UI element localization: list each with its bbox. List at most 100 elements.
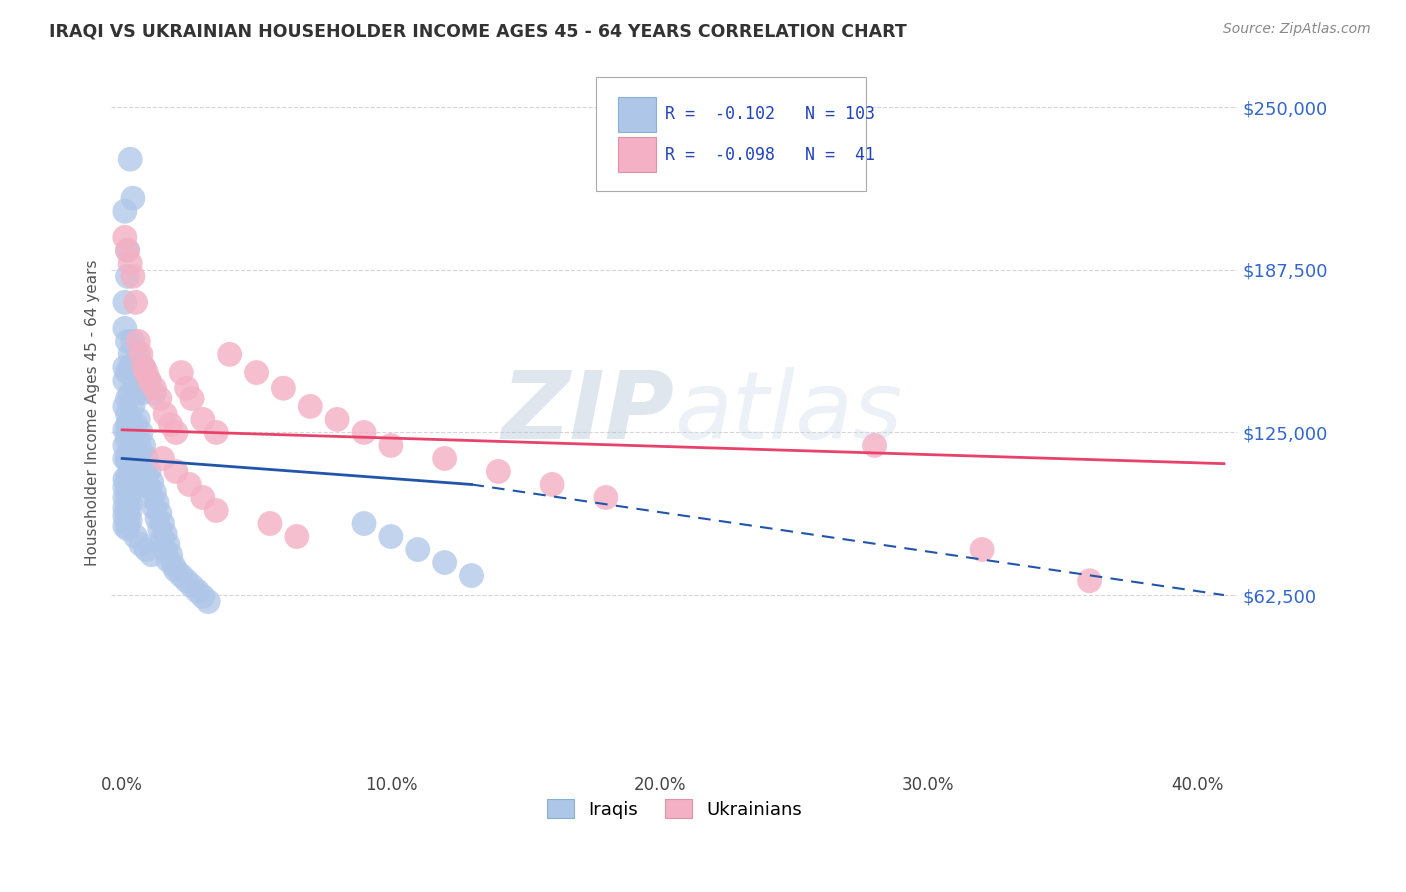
Point (197, 594, 219, 608)
Point (1078, 574, 1101, 588)
Point (120, 443, 142, 458)
Point (117, 469, 139, 483)
Point (273, 381, 295, 395)
Point (138, 465, 160, 479)
Point (176, 381, 198, 395)
Point (117, 425, 139, 440)
Point (117, 522, 139, 536)
Point (181, 392, 204, 406)
Point (863, 438, 886, 452)
Point (205, 425, 228, 440)
Point (299, 400, 322, 414)
Point (127, 347, 149, 361)
Point (117, 483, 139, 497)
Text: IRAQI VS UKRAINIAN HOUSEHOLDER INCOME AGES 45 - 64 YEARS CORRELATION CHART: IRAQI VS UKRAINIAN HOUSEHOLDER INCOME AG… (49, 22, 907, 40)
FancyBboxPatch shape (596, 77, 866, 191)
Text: Source: ZipAtlas.com: Source: ZipAtlas.com (1223, 22, 1371, 37)
Point (353, 425, 375, 440)
Point (122, 269, 145, 284)
Legend: Iraqis, Ukrainians: Iraqis, Ukrainians (540, 792, 810, 826)
Point (170, 568, 193, 582)
Point (353, 516, 375, 531)
Point (159, 417, 181, 432)
Point (433, 451, 456, 466)
Point (138, 373, 160, 387)
Point (132, 360, 155, 375)
Point (138, 480, 160, 494)
Point (120, 152, 142, 166)
Point (179, 477, 201, 491)
Point (153, 407, 176, 421)
Point (156, 537, 179, 551)
Point (205, 503, 228, 517)
Point (117, 417, 139, 432)
Point (146, 496, 169, 510)
Point (143, 381, 166, 395)
Point (135, 451, 157, 466)
Point (285, 529, 308, 543)
Point (114, 519, 136, 533)
Point (114, 360, 136, 375)
Point (122, 400, 145, 414)
Point (127, 412, 149, 426)
Point (117, 434, 139, 448)
Point (259, 516, 281, 531)
Text: ZIP: ZIP (502, 367, 675, 458)
Point (114, 472, 136, 486)
Text: R =  -0.098   N =  41: R = -0.098 N = 41 (665, 146, 876, 164)
Point (129, 425, 152, 440)
Point (117, 366, 139, 380)
Point (141, 548, 163, 562)
Point (117, 454, 139, 468)
Point (149, 522, 172, 536)
Point (149, 506, 172, 520)
Point (129, 347, 152, 361)
Point (181, 579, 204, 593)
Point (162, 558, 184, 573)
Point (124, 386, 146, 401)
Point (970, 542, 993, 557)
Point (120, 360, 142, 375)
Point (117, 449, 139, 463)
Point (135, 469, 157, 483)
Point (380, 438, 402, 452)
Point (541, 477, 564, 491)
Point (132, 459, 155, 474)
Point (433, 556, 456, 570)
Point (165, 563, 187, 577)
Point (129, 386, 152, 401)
Point (132, 438, 155, 452)
Point (460, 568, 482, 582)
Point (135, 366, 157, 380)
Point (117, 506, 139, 520)
FancyBboxPatch shape (619, 96, 657, 132)
Y-axis label: Householder Income Ages 45 - 64 years: Householder Income Ages 45 - 64 years (86, 260, 100, 566)
Point (122, 459, 145, 474)
Text: R =  -0.102   N = 103: R = -0.102 N = 103 (665, 105, 876, 123)
Point (114, 230, 136, 244)
Point (114, 400, 136, 414)
Point (124, 373, 146, 387)
Point (186, 584, 208, 599)
Point (143, 485, 166, 500)
Point (117, 407, 139, 421)
Point (153, 527, 176, 541)
Point (165, 425, 187, 440)
Point (114, 295, 136, 310)
Point (114, 438, 136, 452)
Point (117, 511, 139, 525)
Point (120, 256, 142, 270)
Point (117, 244, 139, 258)
Text: atlas: atlas (675, 368, 903, 458)
Point (114, 500, 136, 515)
Point (218, 347, 240, 361)
Point (122, 334, 145, 349)
Point (191, 412, 214, 426)
Point (120, 514, 142, 528)
FancyBboxPatch shape (619, 137, 657, 172)
Point (124, 417, 146, 432)
Point (135, 542, 157, 557)
Point (117, 334, 139, 349)
Point (326, 412, 349, 426)
Point (156, 553, 179, 567)
